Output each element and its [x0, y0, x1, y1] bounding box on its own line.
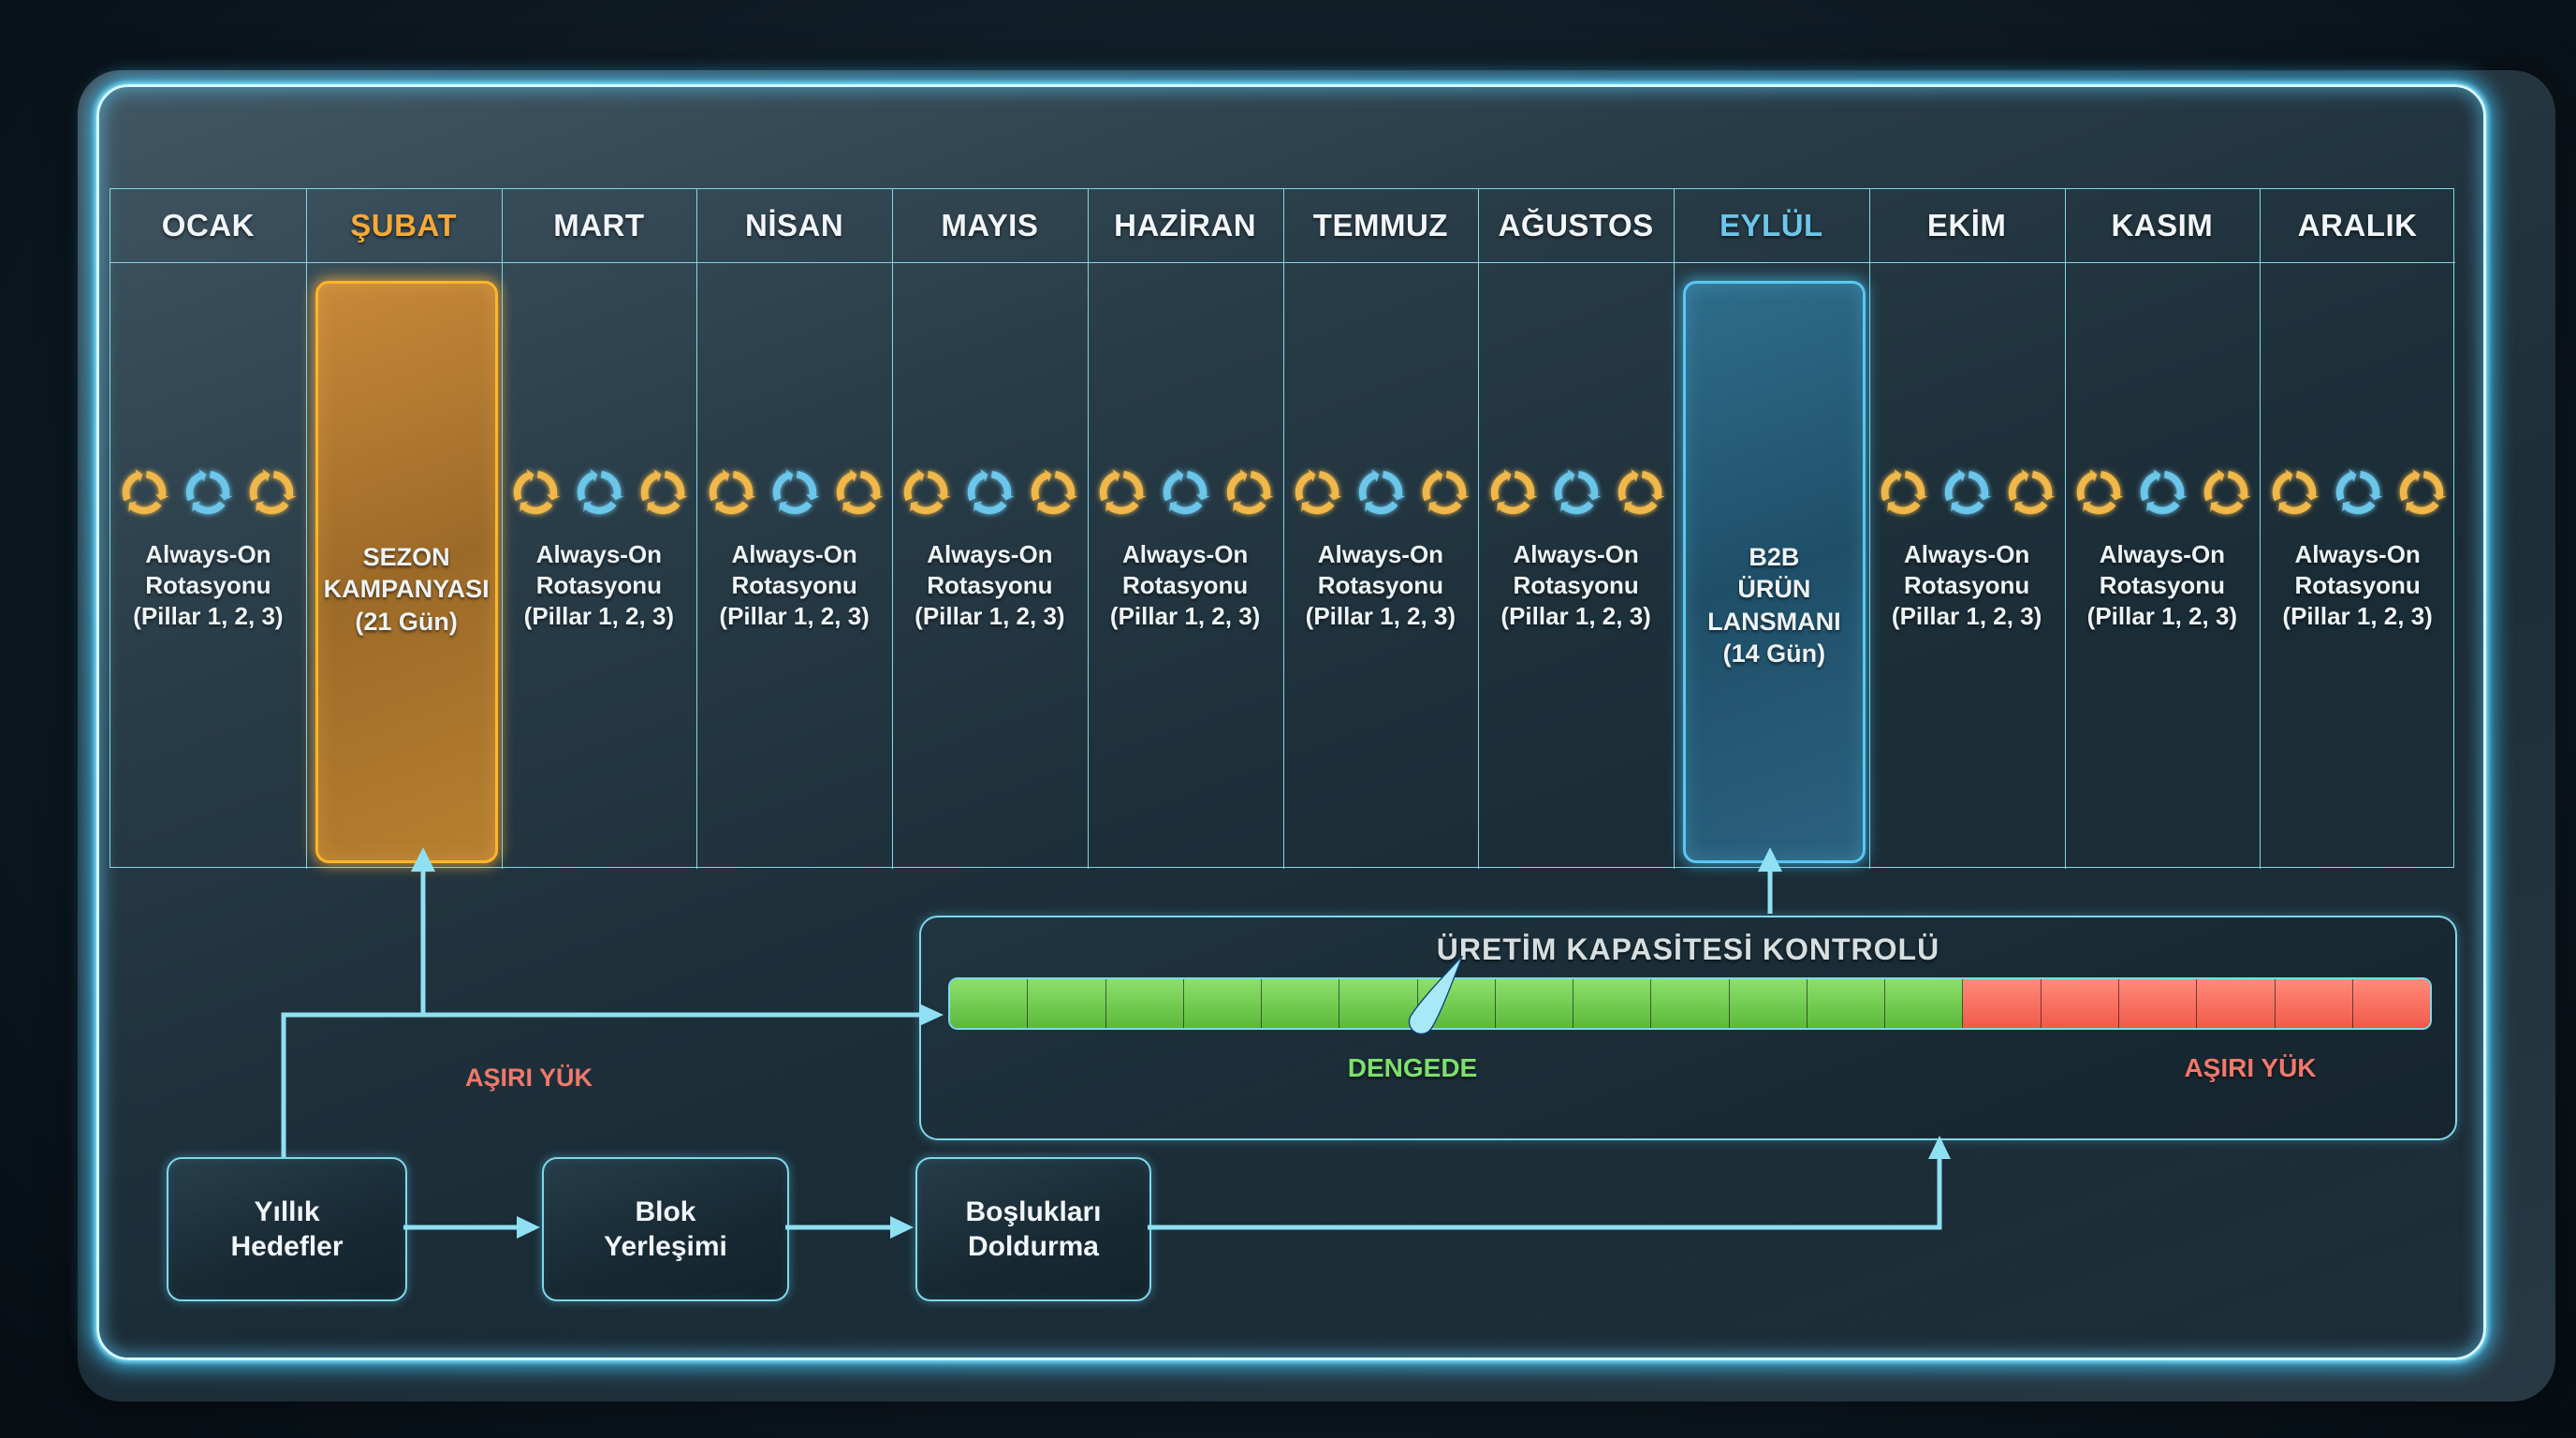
svg-text:AŞIRI YÜK: AŞIRI YÜK — [465, 1064, 593, 1092]
